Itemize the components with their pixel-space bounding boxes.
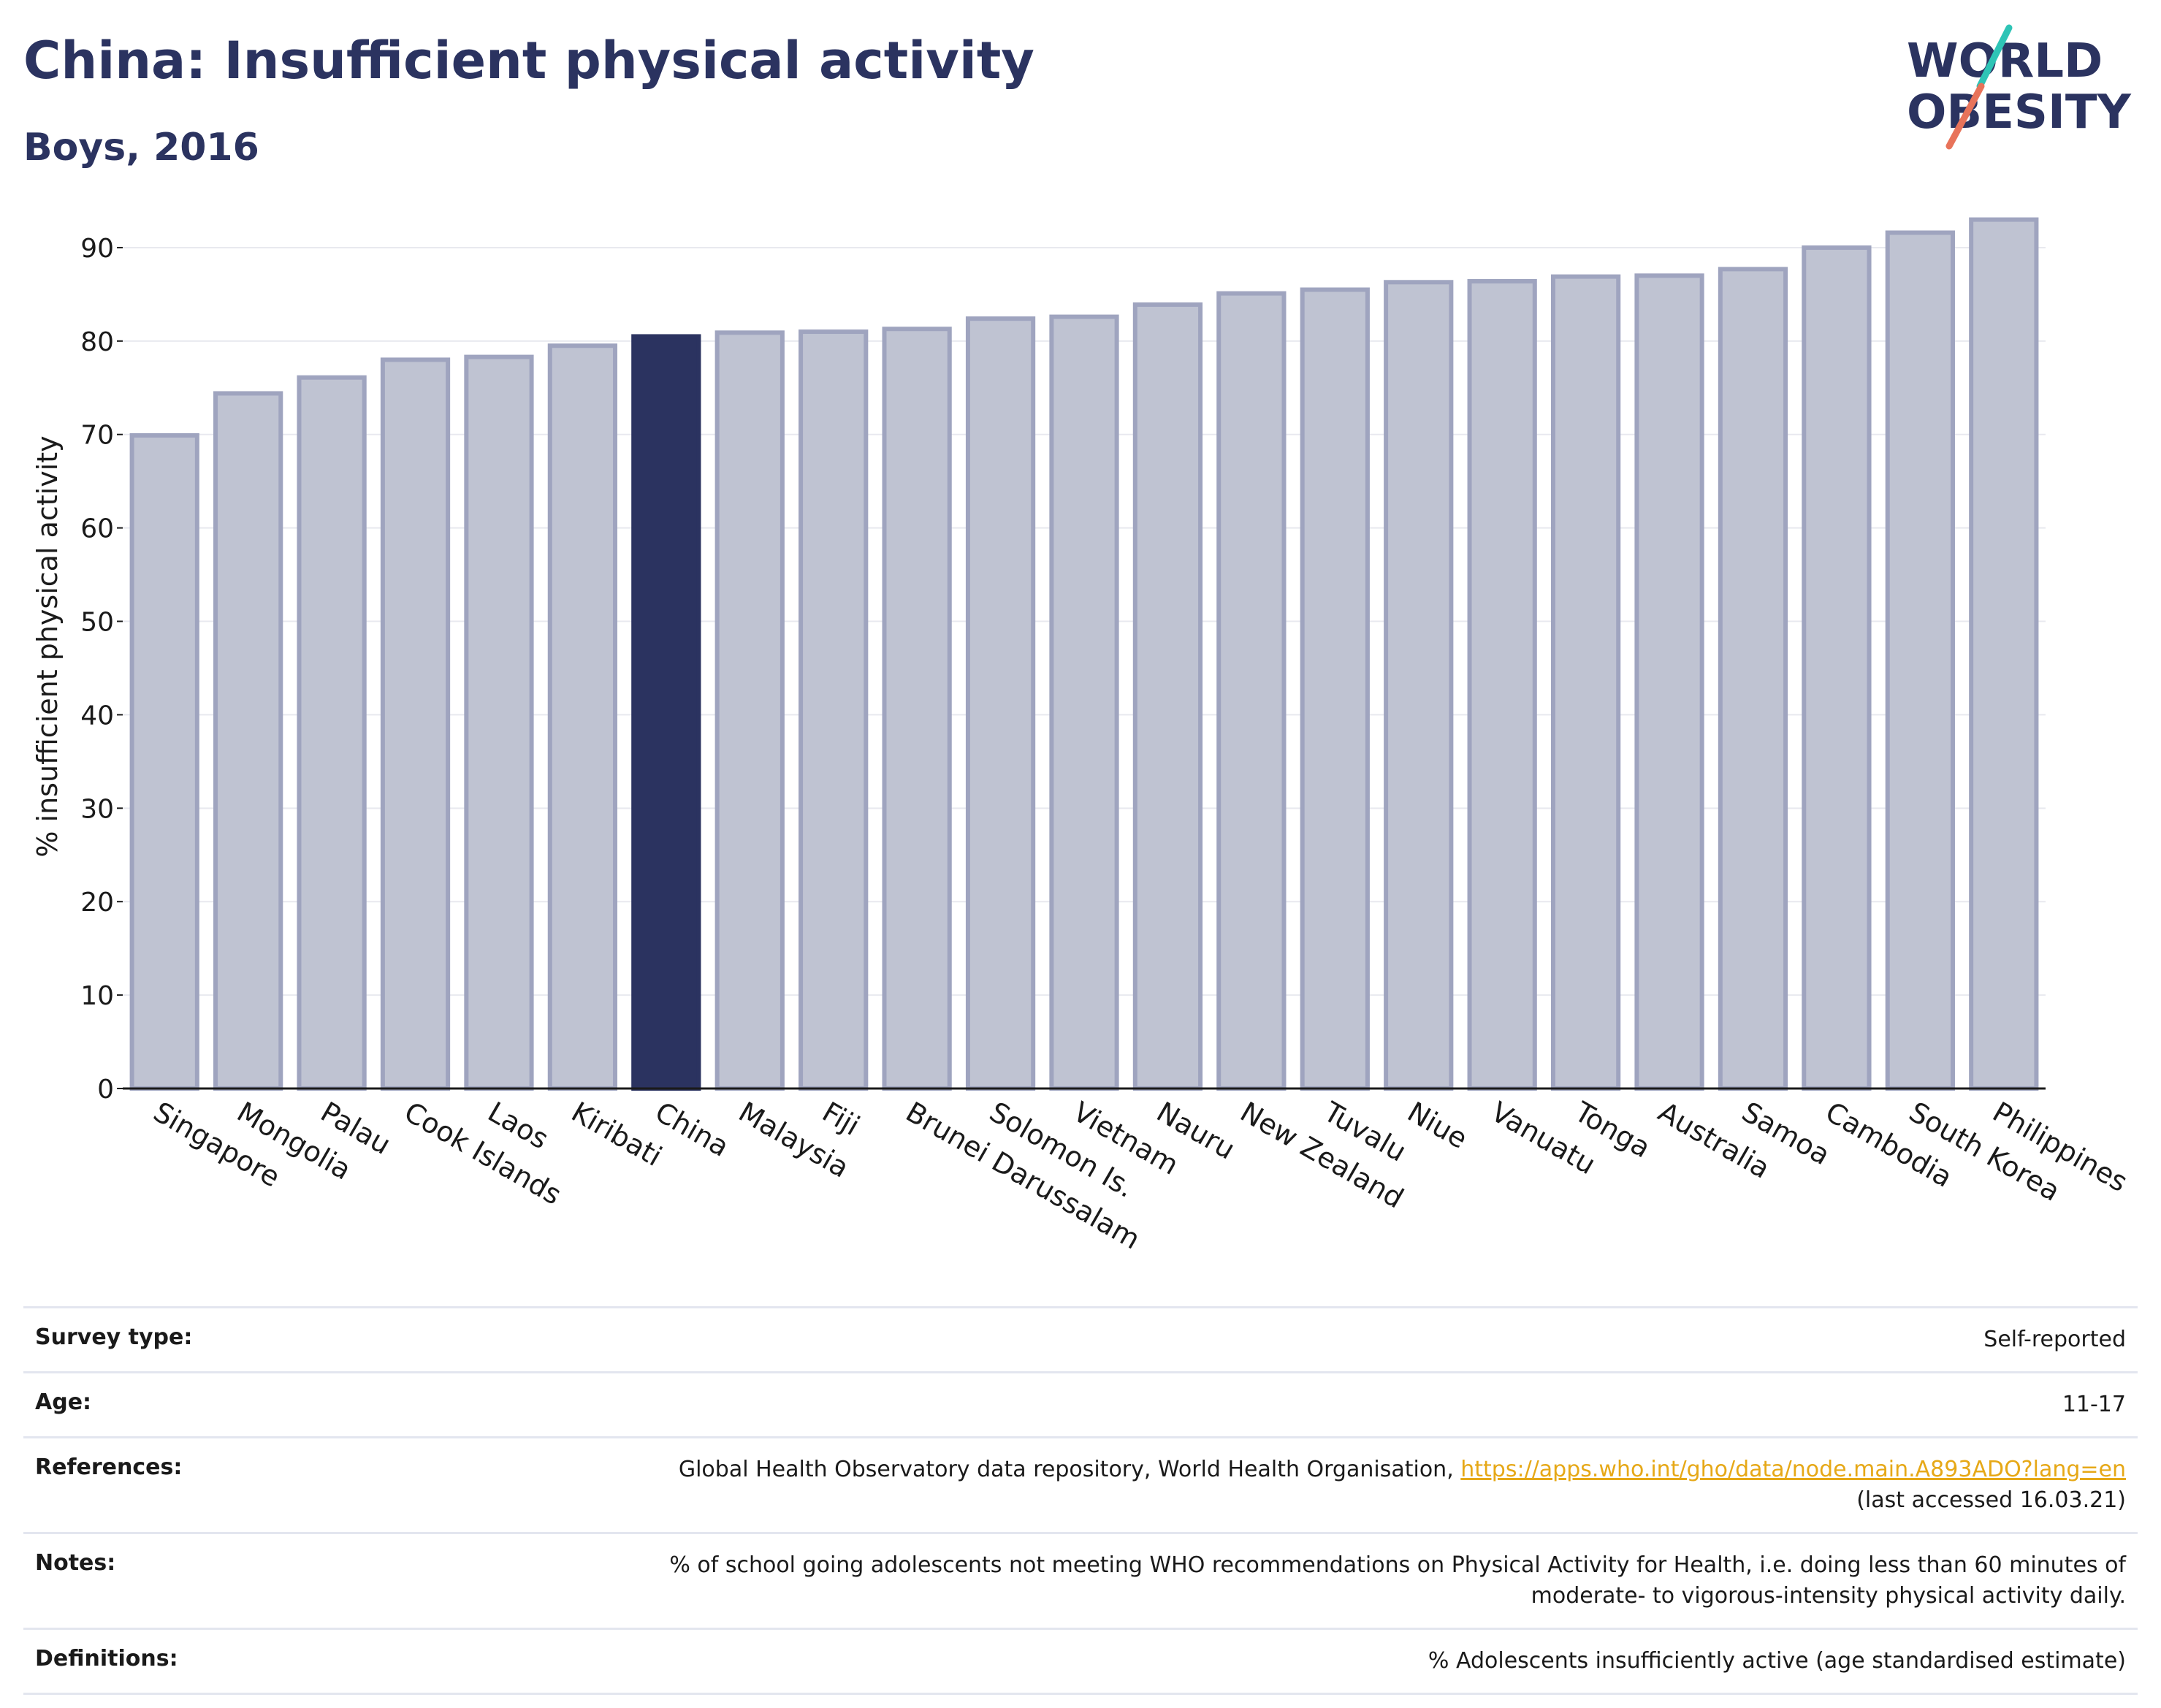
meta-row-notes: Notes: % of school going adolescents not… bbox=[23, 1533, 2138, 1629]
bars bbox=[129, 217, 2039, 1091]
y-tick-label: 50 bbox=[80, 608, 114, 638]
bar-australia bbox=[1634, 273, 1704, 1091]
bar-china bbox=[631, 334, 701, 1091]
bar-vanuatu bbox=[1467, 278, 1537, 1091]
bar-malaysia bbox=[714, 330, 785, 1091]
y-tick-label: 90 bbox=[80, 234, 114, 264]
y-tick-label: 20 bbox=[80, 888, 114, 918]
meta-row-definitions: Definitions: % Adolescents insufficientl… bbox=[23, 1628, 2138, 1694]
y-tick-label: 30 bbox=[80, 794, 114, 824]
meta-row-survey-type: Survey type: Self-reported bbox=[23, 1307, 2138, 1373]
y-tick-label: 80 bbox=[80, 327, 114, 357]
survey-type-value: Self-reported bbox=[1983, 1327, 2126, 1352]
metadata-table: Survey type: Self-reported Age: 11-17 Re… bbox=[23, 1306, 2138, 1695]
bar-kiribati bbox=[547, 343, 618, 1091]
y-axis-label: % insufficient physical activity bbox=[31, 435, 64, 857]
axes bbox=[117, 246, 2046, 1090]
notes-label: Notes: bbox=[35, 1550, 116, 1576]
x-tick-label: Fiji bbox=[817, 1096, 865, 1142]
bar-fiji bbox=[799, 329, 869, 1091]
meta-row-age: Age: 11-17 bbox=[23, 1372, 2138, 1438]
meta-row-references: References: Global Health Observatory da… bbox=[23, 1437, 2138, 1533]
bar-cook-islands bbox=[380, 357, 451, 1091]
definitions-label: Definitions: bbox=[35, 1646, 178, 1671]
references-link[interactable]: https://apps.who.int/gho/data/node.main.… bbox=[1460, 1457, 2126, 1482]
chart-subtitle: Boys, 2016 bbox=[23, 126, 259, 169]
notes-line-1: % of school going adolescents not meetin… bbox=[669, 1552, 2126, 1578]
notes-value: % of school going adolescents not meetin… bbox=[339, 1533, 2138, 1629]
bar-samoa bbox=[1718, 267, 1788, 1091]
bar-solomon-is bbox=[965, 316, 1036, 1091]
x-tick-label: Kiribati bbox=[566, 1096, 668, 1173]
bar-palau bbox=[297, 375, 367, 1091]
references-value: Global Health Observatory data repositor… bbox=[339, 1438, 2138, 1533]
definitions-value: % Adolescents insufficiently active (age… bbox=[1428, 1648, 2126, 1674]
bar-philippines bbox=[1969, 217, 2039, 1091]
bar-south-korea bbox=[1885, 230, 1955, 1091]
logo-slash-teal bbox=[1976, 24, 2013, 90]
bar-niue bbox=[1384, 280, 1454, 1091]
x-tick-label: Niue bbox=[1402, 1096, 1473, 1155]
age-value: 11-17 bbox=[2062, 1392, 2126, 1417]
y-tick-label: 10 bbox=[80, 981, 114, 1011]
logo-slash-coral bbox=[1945, 83, 1985, 150]
bar-brunei-darussalam bbox=[882, 327, 952, 1091]
y-tick-label: 40 bbox=[80, 701, 114, 731]
bar-laos bbox=[464, 354, 534, 1091]
bar-vietnam bbox=[1049, 314, 1119, 1091]
bar-nauru bbox=[1132, 302, 1203, 1091]
y-tick-label: 60 bbox=[80, 514, 114, 544]
y-tick-label: 70 bbox=[80, 421, 114, 451]
x-tick-label: Cook Islands bbox=[399, 1096, 567, 1211]
bar-tonga bbox=[1550, 274, 1621, 1091]
references-label: References: bbox=[35, 1455, 183, 1480]
survey-type-label: Survey type: bbox=[35, 1324, 193, 1350]
bar-tuvalu bbox=[1300, 287, 1370, 1091]
y-tick-labels: 0 10 20 30 40 50 60 70 80 90 bbox=[80, 234, 114, 1105]
bar-chart: 0 10 20 30 40 50 60 70 80 90 SingaporeMongoliaPal… bbox=[31, 217, 2133, 1256]
bar-cambodia bbox=[1802, 245, 1872, 1091]
bar-new-zealand bbox=[1216, 291, 1287, 1091]
references-text: Global Health Observatory data repositor… bbox=[678, 1457, 1461, 1482]
age-label: Age: bbox=[35, 1389, 92, 1415]
chart-title: China: Insufficient physical activity bbox=[23, 31, 1034, 91]
bar-singapore bbox=[129, 433, 199, 1091]
y-tick-label: 0 bbox=[97, 1075, 114, 1105]
world-obesity-logo: WORLD OBESITY bbox=[1907, 24, 2131, 150]
logo-text-obesity: OBESITY bbox=[1907, 85, 2131, 140]
references-accessed: (last accessed 16.03.21) bbox=[1856, 1487, 2126, 1513]
notes-line-2: moderate- to vigorous-intensity physical… bbox=[1531, 1583, 2126, 1609]
bar-mongolia bbox=[213, 391, 283, 1091]
